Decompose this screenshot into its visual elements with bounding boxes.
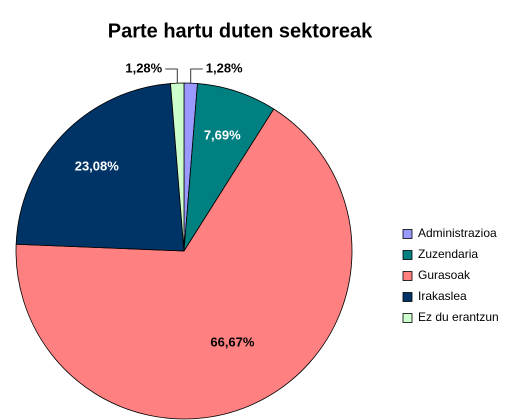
data-label: 66,67% (210, 335, 255, 350)
legend-swatch (402, 229, 413, 239)
legend-label: Zuzendaria (418, 247, 478, 261)
pie-slice (15, 108, 353, 420)
data-label: 1,28% (125, 60, 162, 75)
pie-slice (15, 83, 185, 252)
data-label: 1,28% (206, 60, 243, 75)
data-label: 7,69% (204, 128, 241, 143)
legend-label: Gurasoak (418, 268, 471, 282)
leader-line (165, 68, 178, 84)
legend-label: Irakaslea (418, 289, 467, 303)
legend-swatch (402, 271, 413, 281)
legend-label: Administrazioa (418, 226, 497, 240)
legend-swatch (402, 313, 413, 323)
legend-label: Ez du erantzun (418, 310, 499, 324)
chart-title: Parte hartu duten sektoreak (108, 20, 373, 42)
leader-line (190, 68, 203, 84)
legend-swatch (402, 250, 413, 260)
data-label: 23,08% (75, 159, 120, 174)
legend-swatch (402, 292, 413, 302)
